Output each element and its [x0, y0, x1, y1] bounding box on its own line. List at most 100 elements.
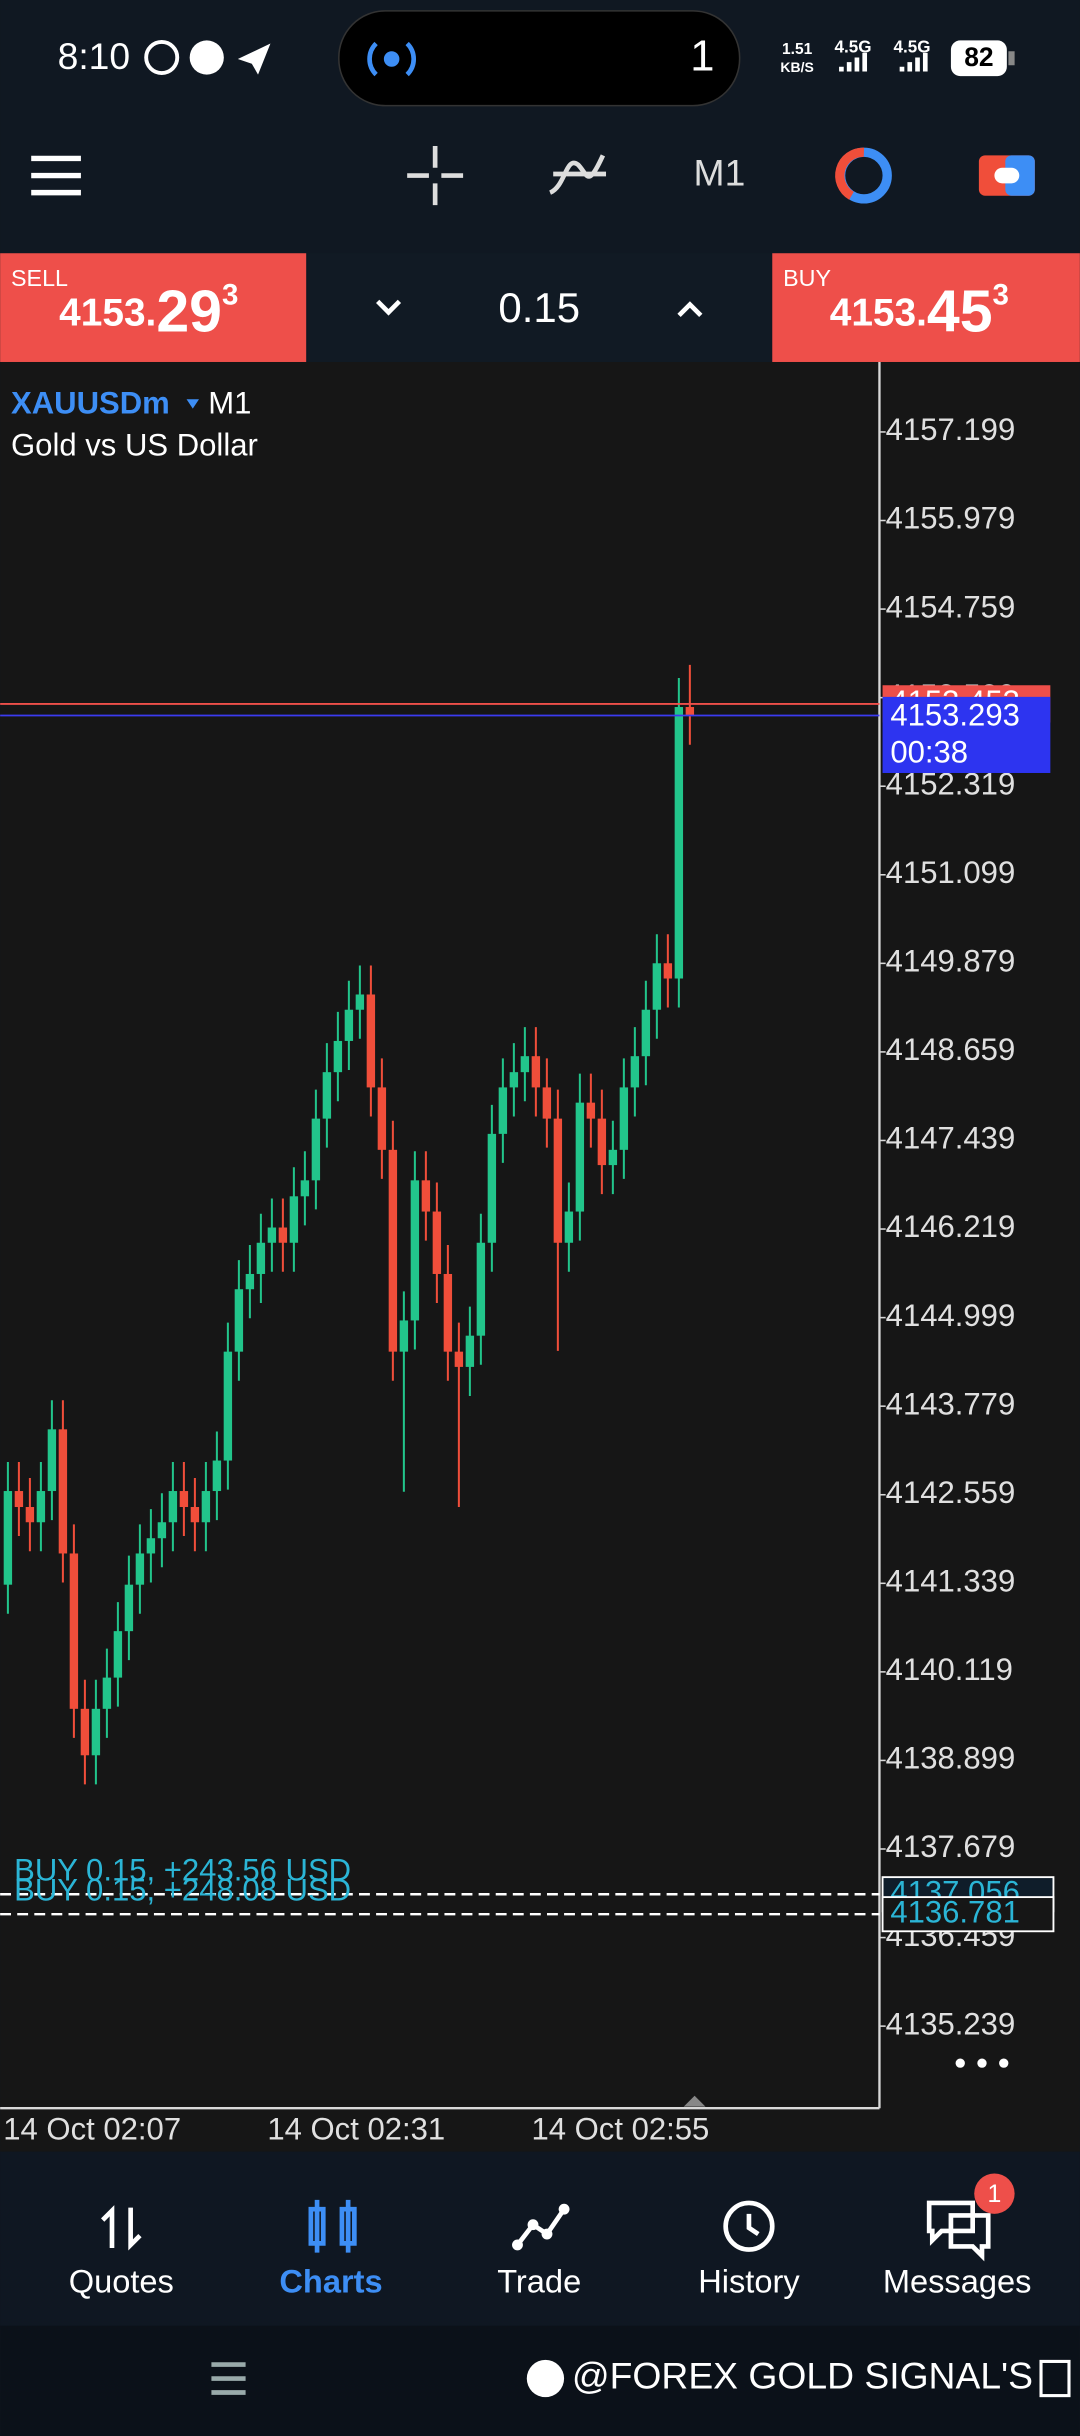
y-tick-label: 4144.999: [886, 1298, 1016, 1333]
candle-body: [157, 1522, 167, 1539]
candle-body: [344, 1009, 354, 1041]
position-price-bg: [881, 1896, 1055, 1933]
recents-key[interactable]: [211, 2362, 246, 2395]
position-label: BUY 0.15, +243.56 USD: [14, 1853, 351, 1888]
buy-price-sup: 3: [993, 279, 1009, 312]
chart-bg: [0, 361, 1080, 2152]
candle-body: [267, 1227, 277, 1243]
chart-timeframe: M1: [208, 386, 251, 421]
nav-trade[interactable]: Trade: [497, 2262, 581, 2299]
sell-label: SELL: [11, 265, 68, 291]
y-tick-label: 4140.119: [886, 1652, 1013, 1687]
watermark-box: [1039, 2359, 1071, 2398]
volume-down[interactable]: [376, 299, 402, 316]
candle-body: [663, 963, 673, 979]
nav-history[interactable]: History: [698, 2262, 800, 2299]
trade-panel: SELL 4153.293 0.15 BUY 4153.453: [0, 253, 1080, 362]
y-tick-label: 4138.899: [886, 1741, 1016, 1776]
candle-body: [619, 1087, 629, 1150]
nav-quotes[interactable]: Quotes: [69, 2262, 174, 2299]
candle-body: [91, 1708, 101, 1756]
clock: 8:10: [58, 35, 131, 77]
candle-body: [388, 1149, 398, 1352]
candle-body: [597, 1118, 607, 1166]
timeframe-button[interactable]: M1: [694, 151, 746, 193]
history-hands: [746, 2213, 760, 2236]
candle-body: [630, 1056, 640, 1088]
nav-messages[interactable]: Messages: [883, 2262, 1032, 2299]
candle-body: [234, 1289, 244, 1352]
bid-label-bg: [882, 696, 1051, 773]
candle-body: [498, 1087, 508, 1134]
sell-price-sup: 3: [222, 279, 238, 312]
sim2: 4.5G: [894, 38, 931, 57]
candle-body: [300, 1180, 310, 1197]
crosshair-button[interactable]: [407, 146, 464, 206]
candle-body: [355, 994, 365, 1010]
net-speed: 1.51: [782, 41, 813, 58]
candle-body: [36, 1491, 46, 1523]
trade-button-inner: [994, 167, 1020, 184]
candle-body: [454, 1351, 464, 1367]
y-tick-label: 4149.879: [886, 944, 1016, 979]
candle-body: [410, 1180, 420, 1321]
candle-body: [366, 994, 376, 1088]
candle-body: [586, 1102, 596, 1119]
candle-body: [3, 1491, 13, 1585]
volume-up[interactable]: [677, 301, 703, 318]
y-tick-label: 4155.979: [886, 501, 1016, 536]
buy-button[interactable]: [772, 253, 1080, 362]
candle-body: [608, 1149, 618, 1166]
telegram-icon: [189, 40, 224, 75]
candle-body: [432, 1211, 442, 1274]
trade-icon-dots: [512, 2203, 570, 2251]
candle-body: [25, 1507, 35, 1523]
buy-price-big: 45: [927, 278, 993, 344]
trade-button-blue: [1005, 155, 1035, 196]
y-tick-label: 4135.239: [886, 2006, 1016, 2041]
x-tick-label: 14 Oct 02:07: [3, 2112, 181, 2147]
candle-body: [421, 1180, 431, 1212]
charts-icon: [308, 2199, 357, 2253]
candle-body: [245, 1273, 255, 1290]
candle-body: [58, 1429, 68, 1554]
sell-price-big: 29: [156, 278, 222, 344]
candle-body: [333, 1040, 343, 1073]
bid-label: 4153.293: [890, 697, 1020, 732]
candle-body: [652, 963, 662, 1010]
symbol-dropdown[interactable]: [186, 399, 199, 409]
indicators-button[interactable]: [548, 154, 607, 195]
sell-price: 4153.293: [59, 278, 238, 344]
bid-timer: 00:38: [890, 735, 968, 770]
y-tick-label: 4141.339: [886, 1564, 1016, 1599]
toolbar: M1: [31, 146, 1035, 206]
sell-button[interactable]: [0, 253, 307, 362]
net-unit: KB/S: [780, 59, 813, 75]
whatsapp-icon: [144, 40, 180, 75]
menu-button[interactable]: [31, 155, 81, 196]
y-tick-label: 4148.659: [886, 1032, 1016, 1067]
live-icon-waves: [367, 41, 416, 77]
y-tick-label: 4143.779: [886, 1386, 1016, 1421]
candle-body: [113, 1631, 123, 1678]
candle-body: [377, 1087, 387, 1150]
badge: [974, 2173, 1015, 2214]
symbol[interactable]: XAUUSDm: [11, 386, 170, 421]
y-tick-label: 4151.099: [886, 855, 1016, 890]
candle-body: [399, 1320, 409, 1352]
candle-body: [14, 1491, 24, 1508]
quotes-icon: [101, 2205, 142, 2251]
bottom-nav: Quotes Charts Trade History 1 Messages: [69, 2173, 1032, 2299]
candle-body: [531, 1056, 541, 1088]
volume[interactable]: 0.15: [498, 284, 580, 331]
more-button[interactable]: [955, 2058, 1009, 2068]
candle-body: [322, 1072, 332, 1119]
y-tick-label: 4146.219: [886, 1209, 1016, 1244]
battery-level: 82: [964, 42, 993, 72]
y-tick-label: 4137.679: [886, 1829, 1016, 1864]
x-tick-label: 14 Oct 02:55: [531, 2112, 709, 2147]
nav-charts[interactable]: Charts: [279, 2262, 382, 2299]
candle-body: [641, 1009, 651, 1057]
